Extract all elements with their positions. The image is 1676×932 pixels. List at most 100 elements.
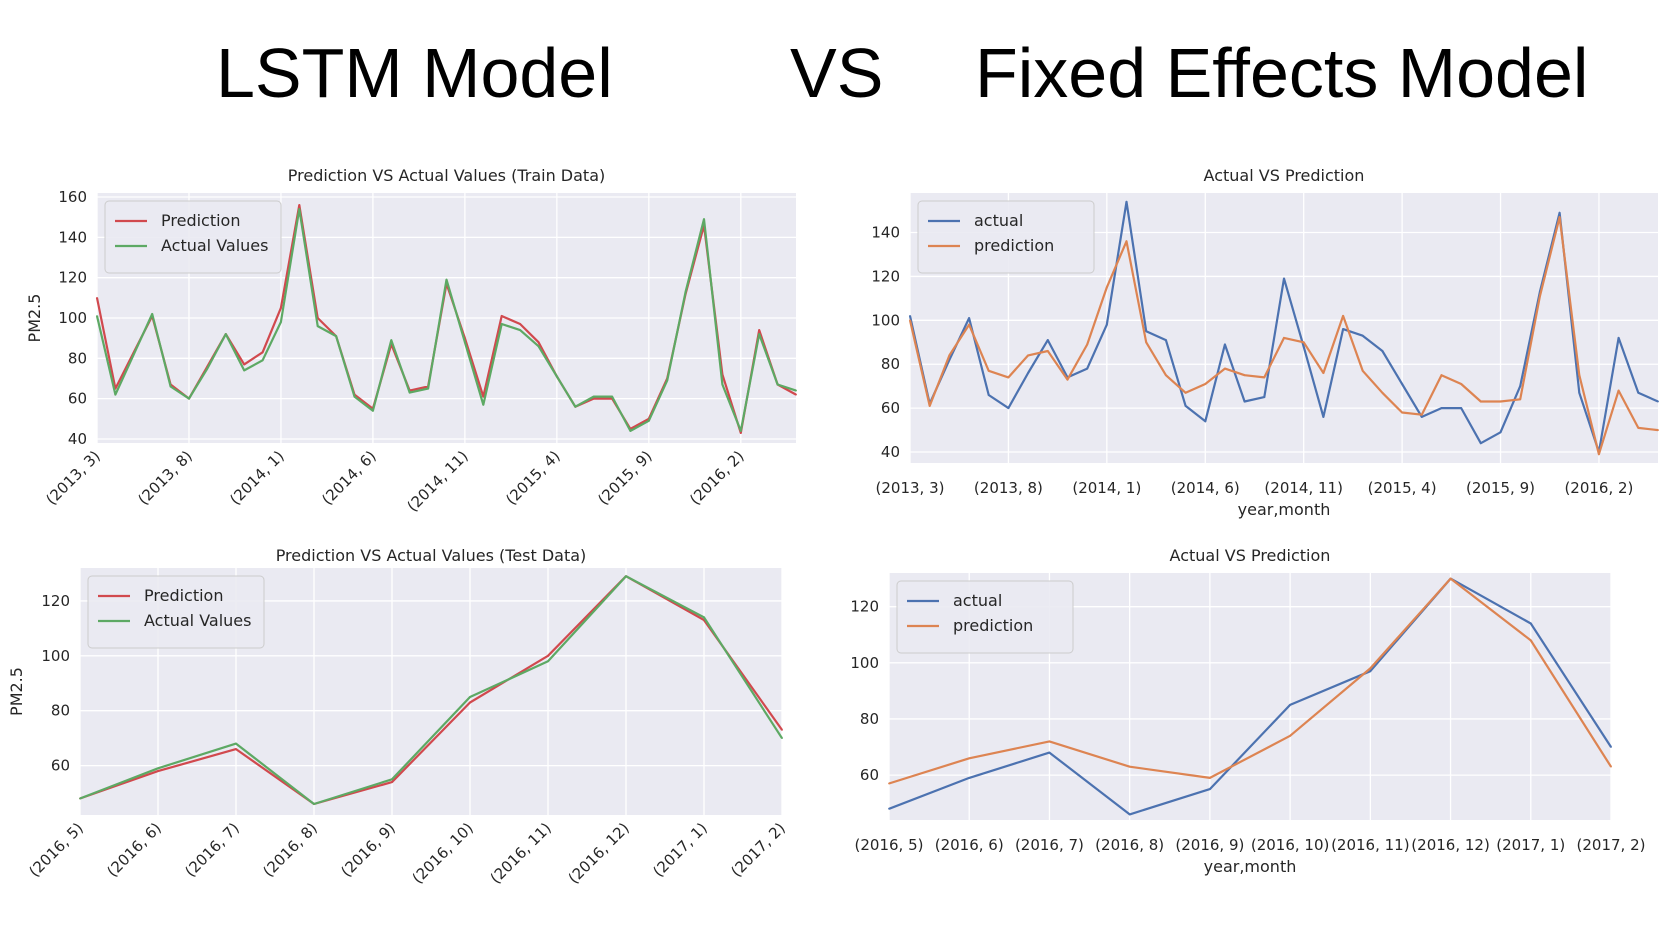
data-point <box>987 369 990 372</box>
y-tick-label: 100 <box>58 309 87 327</box>
chart-fe-test: 60 80 100 120 (2016, 5) (2016, 6) (2016, 7) (20… <box>850 546 1645 876</box>
data-point <box>1342 315 1344 317</box>
data-point <box>1610 765 1612 768</box>
data-point <box>909 319 911 322</box>
legend-box <box>104 200 282 274</box>
y-tick-label: 140 <box>871 224 900 242</box>
data-point <box>1128 813 1131 816</box>
y-tick-label: 100 <box>850 654 879 672</box>
data-point <box>79 797 81 800</box>
x-axis-label: year,month <box>1204 857 1297 876</box>
x-tick-label: (2016, 2) <box>1564 479 1633 497</box>
data-point <box>1558 216 1561 219</box>
data-point <box>261 359 264 362</box>
x-tick-label: (2017, 2) <box>727 819 788 880</box>
data-point <box>313 803 315 805</box>
data-point <box>280 321 282 323</box>
data-point <box>1046 339 1049 341</box>
data-point <box>968 776 971 779</box>
data-point <box>625 575 627 578</box>
data-point <box>224 333 227 336</box>
data-point <box>547 660 549 663</box>
legend: actual prediction <box>917 200 1095 274</box>
x-tick-label: (2014, 11) <box>403 447 471 515</box>
y-tick-label: 60 <box>881 399 900 417</box>
data-point <box>1499 400 1502 403</box>
x-tick-label: (2013, 8) <box>974 479 1043 497</box>
series-line-prediction <box>888 577 1612 785</box>
legend-label: prediction <box>953 616 1033 635</box>
data-point <box>1381 350 1384 352</box>
data-point <box>1086 367 1089 370</box>
data-point <box>1105 286 1108 289</box>
data-point <box>795 393 797 396</box>
x-tick-label: (2013, 3) <box>876 479 945 497</box>
data-point <box>408 391 411 394</box>
data-point <box>1289 704 1292 706</box>
legend-label: prediction <box>974 236 1054 255</box>
data-point <box>519 323 521 325</box>
y-tick-label: 120 <box>41 592 70 610</box>
data-point <box>1105 323 1108 326</box>
data-point <box>372 409 374 412</box>
data-point <box>1048 740 1051 743</box>
data-point <box>739 430 742 432</box>
data-point <box>666 379 669 382</box>
data-point <box>96 315 98 317</box>
data-point <box>968 323 970 326</box>
data-point <box>1420 413 1423 416</box>
data-point <box>298 204 301 206</box>
x-tick-label: (2013, 3) <box>42 447 103 508</box>
y-tick-label: 60 <box>860 766 879 784</box>
data-point <box>235 742 237 745</box>
data-point <box>1657 400 1659 403</box>
data-point <box>169 385 172 388</box>
legend-label: Prediction <box>161 211 240 230</box>
data-point <box>1657 429 1659 431</box>
y-axis-label: PM2.5 <box>7 667 26 716</box>
x-tick-label: (2015, 4) <box>1368 479 1437 497</box>
x-tick-label: (2016, 6) <box>935 836 1004 854</box>
y-tick-label: 120 <box>871 267 900 285</box>
x-tick-label: (2016, 5) <box>25 819 86 880</box>
data-point <box>96 296 98 299</box>
legend: Prediction Actual Values <box>104 200 282 274</box>
data-point <box>909 315 911 317</box>
data-point <box>157 770 159 772</box>
data-point <box>1610 746 1612 748</box>
data-point <box>1617 336 1620 339</box>
x-tick-label: (2015, 4) <box>502 447 563 508</box>
data-point <box>1529 622 1532 625</box>
x-tick-label: (2016, 7) <box>1015 836 1084 854</box>
data-point <box>703 218 705 221</box>
y-tick-label: 120 <box>850 598 879 616</box>
data-point <box>1578 391 1581 394</box>
data-point <box>280 307 282 309</box>
data-point <box>739 432 742 434</box>
data-point <box>427 387 430 390</box>
data-point <box>1369 667 1372 670</box>
data-point <box>482 403 485 406</box>
x-tick-label: (2014, 11) <box>1264 479 1343 497</box>
data-point <box>537 345 540 348</box>
x-tick-label: (2016, 12) <box>565 819 633 887</box>
y-tick-label: 80 <box>881 355 900 373</box>
data-point <box>1637 391 1640 394</box>
data-point <box>1184 405 1187 407</box>
data-point <box>482 395 485 398</box>
y-tick-label: 160 <box>58 188 87 206</box>
data-point <box>1460 407 1463 410</box>
data-point <box>1401 383 1404 385</box>
chart-fe-train: 40 60 80 100 120 140 (2013, 3) (2013, 8) (2014, … <box>871 166 1659 519</box>
x-tick-label: (2016, 5) <box>855 836 924 854</box>
data-point <box>629 430 632 432</box>
data-point <box>684 290 687 293</box>
series-line-actual <box>888 577 1612 816</box>
data-point <box>987 394 990 396</box>
y-tick-label: 140 <box>58 228 87 246</box>
data-point <box>261 351 264 354</box>
chart-title: Actual VS Prediction <box>1204 166 1365 185</box>
x-tick-label: (2013, 8) <box>134 447 195 508</box>
data-point <box>781 729 783 731</box>
chart-lstm-test: 60 80 100 120 (2016, 5) (2016, 6) (2016, 7) (20… <box>7 546 789 887</box>
